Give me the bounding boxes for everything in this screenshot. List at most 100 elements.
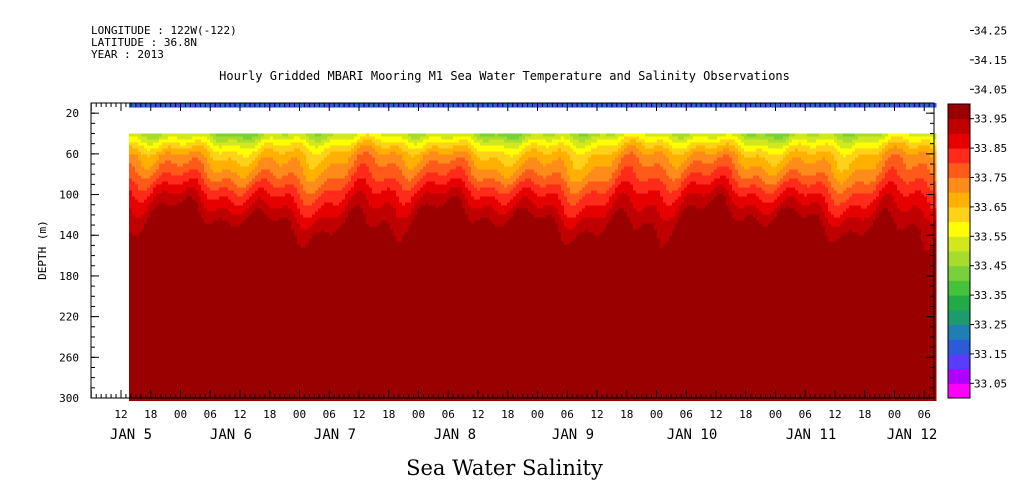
salinity-cell: [198, 280, 202, 285]
salinity-cell: [150, 259, 154, 264]
salinity-cell: [282, 274, 286, 279]
salinity-cell: [216, 166, 220, 171]
salinity-cell: [144, 346, 148, 351]
salinity-cell: [219, 181, 223, 186]
salinity-cell: [177, 208, 181, 213]
salinity-cell: [144, 286, 148, 291]
salinity-cell: [147, 367, 151, 372]
salinity-cell: [213, 157, 217, 162]
salinity-cell: [138, 361, 142, 366]
salinity-cell: [234, 178, 238, 183]
salinity-cell: [210, 340, 214, 345]
salinity-cell: [222, 145, 226, 150]
salinity-cell: [165, 154, 169, 159]
salinity-cell: [231, 136, 235, 141]
salinity-cell: [255, 340, 259, 345]
salinity-cell: [141, 337, 145, 342]
salinity-cell: [252, 298, 256, 303]
salinity-cell: [213, 283, 217, 288]
salinity-cell: [246, 199, 250, 204]
salinity-cell: [252, 244, 256, 249]
salinity-cell: [201, 352, 205, 357]
salinity-cell: [249, 253, 253, 258]
salinity-cell: [219, 205, 223, 210]
salinity-cell: [168, 136, 172, 141]
salinity-cell: [228, 277, 232, 282]
salinity-cell: [228, 289, 232, 294]
salinity-cell: [162, 391, 166, 396]
salinity-cell: [159, 133, 163, 138]
salinity-cell: [150, 340, 154, 345]
salinity-cell: [201, 136, 205, 141]
salinity-cell: [159, 367, 163, 372]
salinity-cell: [252, 349, 256, 354]
salinity-cell: [243, 361, 247, 366]
salinity-cell: [237, 295, 241, 300]
salinity-cell: [168, 274, 172, 279]
salinity-cell: [132, 217, 136, 222]
surface-band-cell: [294, 103, 298, 108]
salinity-cell: [213, 292, 217, 297]
salinity-cell: [276, 223, 280, 228]
salinity-cell: [210, 217, 214, 222]
salinity-cell: [141, 250, 145, 255]
salinity-cell: [252, 169, 256, 174]
salinity-cell: [282, 277, 286, 282]
salinity-cell: [174, 385, 178, 390]
salinity-cell: [264, 172, 268, 177]
salinity-cell: [177, 301, 181, 306]
salinity-cell: [285, 190, 289, 195]
salinity-cell: [231, 253, 235, 258]
salinity-cell: [231, 328, 235, 333]
salinity-cell: [186, 217, 190, 222]
salinity-cell: [198, 391, 202, 396]
surface-band-cell: [255, 103, 259, 108]
salinity-cell: [267, 376, 271, 381]
salinity-cell: [207, 280, 211, 285]
salinity-cell: [198, 340, 202, 345]
salinity-cell: [261, 361, 265, 366]
salinity-cell: [204, 145, 208, 150]
salinity-cell: [261, 346, 265, 351]
salinity-cell: [144, 274, 148, 279]
salinity-cell: [174, 349, 178, 354]
salinity-cell: [198, 262, 202, 267]
salinity-cell: [198, 283, 202, 288]
salinity-cell: [213, 202, 217, 207]
salinity-cell: [189, 220, 193, 225]
salinity-cell: [246, 190, 250, 195]
salinity-cell: [183, 211, 187, 216]
salinity-cell: [138, 247, 142, 252]
salinity-cell: [150, 355, 154, 360]
salinity-cell: [258, 160, 262, 165]
salinity-cell: [141, 373, 145, 378]
salinity-cell: [231, 289, 235, 294]
salinity-cell: [276, 382, 280, 387]
salinity-cell: [144, 370, 148, 375]
salinity-cell: [189, 367, 193, 372]
salinity-cell: [132, 208, 136, 213]
salinity-cell: [276, 316, 280, 321]
salinity-cell: [291, 238, 295, 243]
salinity-cell: [216, 256, 220, 261]
salinity-cell: [246, 172, 250, 177]
salinity-cell: [264, 148, 268, 153]
salinity-cell: [252, 145, 256, 150]
salinity-cell: [270, 154, 274, 159]
salinity-cell: [129, 262, 133, 267]
salinity-cell: [207, 382, 211, 387]
salinity-cell: [246, 217, 250, 222]
salinity-cell: [132, 262, 136, 267]
salinity-cell: [180, 256, 184, 261]
salinity-cell: [162, 352, 166, 357]
salinity-cell: [258, 151, 262, 156]
salinity-cell: [249, 136, 253, 141]
salinity-cell: [222, 178, 226, 183]
salinity-cell: [183, 214, 187, 219]
salinity-cell: [249, 214, 253, 219]
salinity-cell: [150, 346, 154, 351]
salinity-cell: [270, 229, 274, 234]
salinity-cell: [147, 175, 151, 180]
salinity-cell: [219, 370, 223, 375]
salinity-cell: [276, 265, 280, 270]
